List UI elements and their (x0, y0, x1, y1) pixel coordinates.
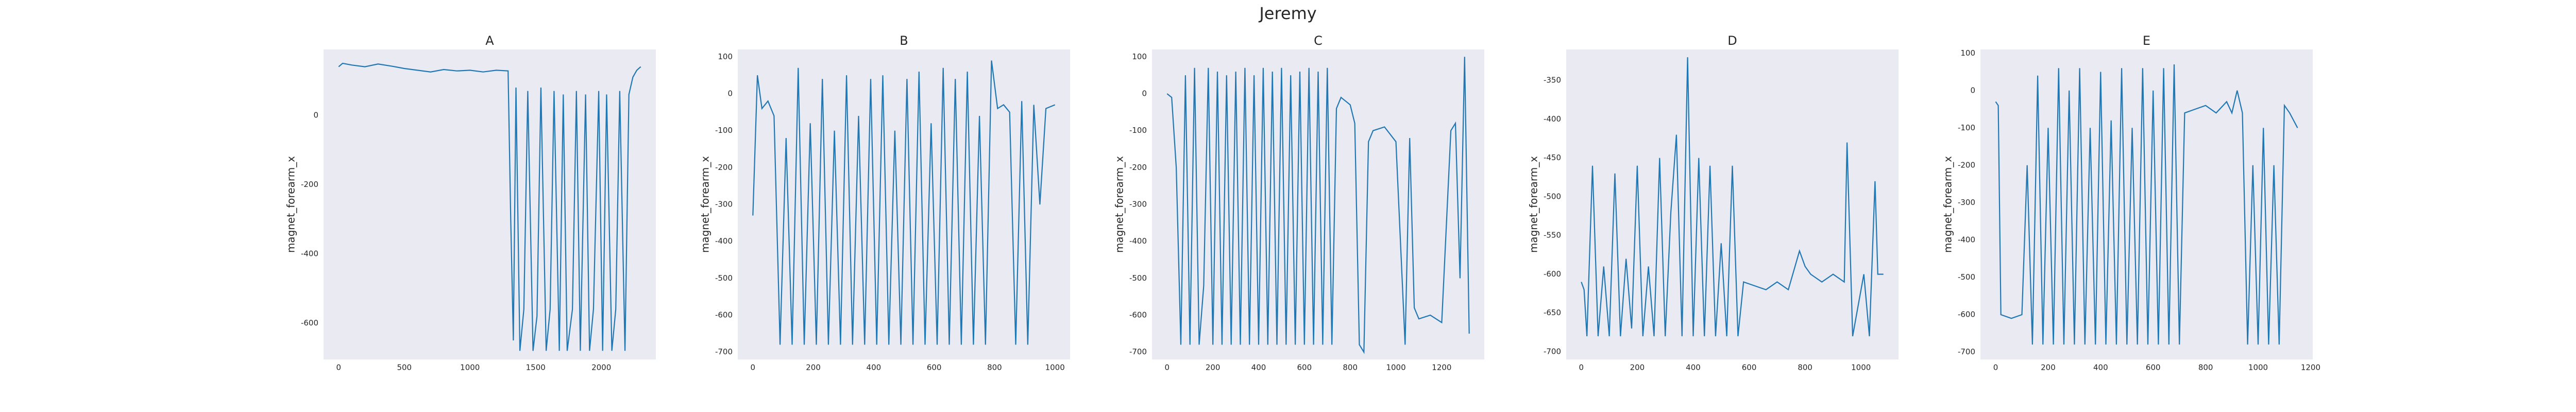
x-tick-label: 1000 (460, 363, 480, 372)
y-tick-label: -500 (1129, 273, 1147, 283)
y-tick-label: -400 (1544, 114, 1561, 124)
x-tick-label: 0 (751, 363, 756, 372)
x-tick-label: 800 (2198, 363, 2213, 372)
figure-title: Jeremy (1258, 4, 1316, 23)
y-tick-label: -700 (1544, 347, 1561, 356)
subplot-title: C (1314, 33, 1323, 48)
x-tick-label: 600 (927, 363, 942, 372)
y-tick-label: -200 (1129, 163, 1147, 172)
x-tick-label: 1200 (2301, 363, 2320, 372)
x-tick-label: 0 (336, 363, 342, 372)
y-tick-label: -100 (715, 126, 733, 135)
y-tick-label: -500 (715, 273, 733, 283)
x-tick-label: 500 (397, 363, 412, 372)
y-tick-label: -200 (1958, 160, 1975, 169)
y-tick-label: -500 (1544, 192, 1561, 201)
y-tick-label: -700 (1129, 347, 1147, 356)
subplot-title: E (2143, 33, 2150, 48)
subplot-title: B (900, 33, 908, 48)
y-tick-label: -600 (1129, 311, 1147, 320)
data-line (752, 60, 1056, 345)
data-line (1166, 57, 1470, 354)
x-tick-label: 400 (867, 363, 882, 372)
x-tick-label: 1200 (1432, 363, 1451, 372)
y-tick-label: -100 (1129, 126, 1147, 135)
y-tick-label: -450 (1544, 153, 1561, 162)
y-tick-label: -400 (1129, 236, 1147, 246)
y-axis-label: magnet_forearm_x (1528, 156, 1540, 253)
y-tick-label: 100 (1960, 48, 1975, 58)
y-axis-label: magnet_forearm_x (1942, 156, 1954, 253)
x-tick-label: 800 (987, 363, 1002, 372)
x-tick-label: 0 (1165, 363, 1170, 372)
y-tick-label: -400 (301, 249, 318, 258)
y-tick-label: -600 (1544, 269, 1561, 279)
y-tick-label: -500 (1958, 272, 1975, 282)
y-tick-label: -400 (1958, 235, 1975, 244)
x-tick-label: 1000 (1386, 363, 1405, 372)
y-tick-label: -650 (1544, 308, 1561, 317)
y-tick-label: 100 (718, 52, 733, 61)
y-axis-label: magnet_forearm_x (285, 156, 297, 253)
y-tick-label: -300 (1129, 200, 1147, 209)
y-tick-label: 100 (1132, 52, 1147, 61)
x-tick-label: 400 (2093, 363, 2108, 372)
plot-area (324, 49, 656, 359)
y-axis-label: magnet_forearm_x (699, 156, 711, 253)
x-tick-label: 0 (1579, 363, 1584, 372)
x-tick-label: 800 (1798, 363, 1812, 372)
x-tick-label: 400 (1686, 363, 1701, 372)
plot-area (1980, 49, 2313, 359)
plot-area (1566, 49, 1899, 359)
y-tick-label: -700 (1958, 347, 1975, 356)
y-tick-label: -350 (1544, 76, 1561, 85)
y-tick-label: -200 (715, 163, 733, 172)
x-tick-label: 800 (1343, 363, 1358, 372)
x-tick-label: 2000 (591, 363, 611, 372)
y-tick-label: -300 (1958, 198, 1975, 207)
x-tick-label: 1000 (1045, 363, 1065, 372)
x-tick-label: 600 (1742, 363, 1757, 372)
y-tick-label: -400 (715, 236, 733, 246)
subplot-title: D (1727, 33, 1737, 48)
y-tick-label: -300 (715, 200, 733, 209)
data-line (1995, 64, 2298, 345)
x-tick-label: 200 (806, 363, 821, 372)
y-tick-label: -600 (715, 311, 733, 320)
x-tick-label: 400 (1251, 363, 1266, 372)
subplot-title: A (485, 33, 494, 48)
y-tick-label: -700 (715, 347, 733, 356)
y-tick-label: -600 (1958, 310, 1975, 319)
x-tick-label: 200 (1206, 363, 1221, 372)
x-tick-label: 600 (2146, 363, 2161, 372)
x-tick-label: 1500 (526, 363, 546, 372)
data-line (338, 62, 641, 351)
y-tick-label: 0 (1142, 89, 1147, 98)
y-axis-label: magnet_forearm_x (1113, 156, 1126, 253)
data-line (1581, 57, 1884, 337)
y-tick-label: 0 (1970, 85, 1975, 95)
x-tick-label: 200 (1630, 363, 1645, 372)
x-tick-label: 600 (1297, 363, 1312, 372)
y-tick-label: -200 (301, 180, 318, 189)
y-tick-label: -550 (1544, 231, 1561, 240)
y-tick-label: -600 (301, 318, 318, 328)
x-tick-label: 1000 (1851, 363, 1871, 372)
x-tick-label: 200 (2041, 363, 2056, 372)
y-tick-label: -100 (1958, 123, 1975, 132)
y-tick-label: 0 (313, 110, 318, 119)
y-tick-label: 0 (727, 89, 733, 98)
x-tick-label: 1000 (2248, 363, 2268, 372)
x-tick-label: 0 (1993, 363, 1998, 372)
